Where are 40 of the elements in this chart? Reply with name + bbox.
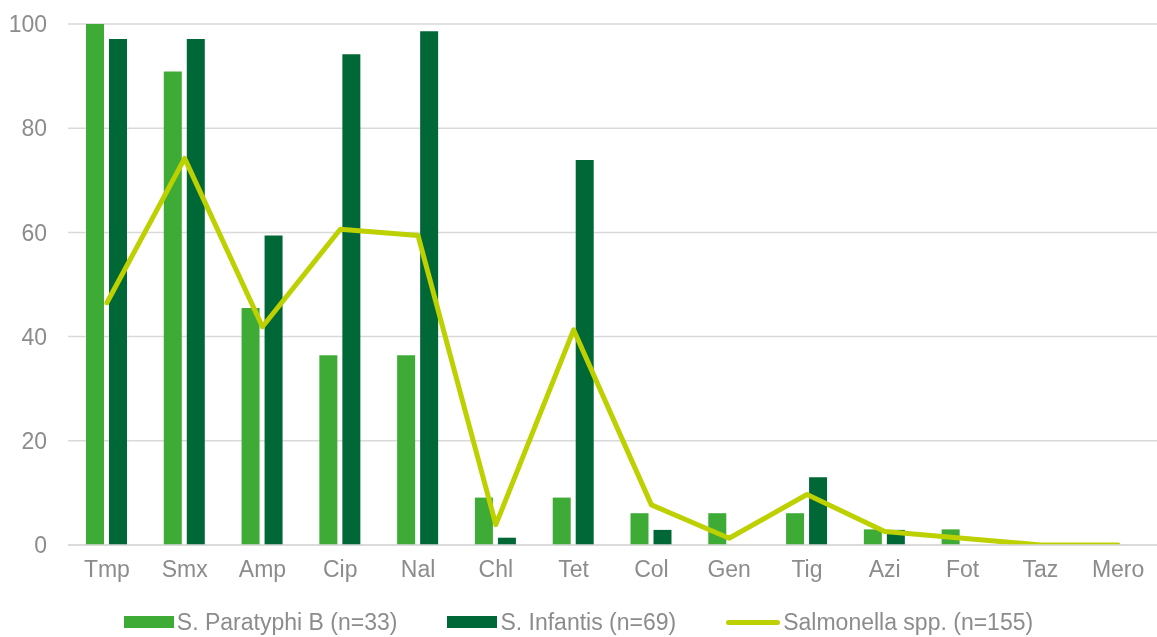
x-tick-label: Tig xyxy=(791,556,823,583)
x-tick-label: Tet xyxy=(558,556,590,583)
bar xyxy=(163,71,182,545)
y-tick-label: 80 xyxy=(21,115,47,142)
x-tick-label: Taz xyxy=(1022,556,1059,583)
x-tick-label: Col xyxy=(634,556,669,583)
bar xyxy=(786,513,805,545)
x-tick-label: Mero xyxy=(1091,556,1145,583)
legend-label: S. Infantis (n=69) xyxy=(500,608,677,636)
y-tick-label: 0 xyxy=(34,532,47,559)
bar xyxy=(264,235,283,545)
bar xyxy=(241,307,260,545)
bar xyxy=(342,54,361,545)
legend-label: S. Paratyphi B (n=33) xyxy=(176,608,398,636)
legend-label: Salmonella spp. (n=155) xyxy=(783,608,1034,636)
y-tick-label: 100 xyxy=(8,11,47,38)
bar xyxy=(863,529,882,545)
bar xyxy=(420,31,439,545)
x-tick-label: Chl xyxy=(478,556,514,583)
bar xyxy=(86,24,104,545)
bar xyxy=(552,497,571,545)
x-tick-label: Smx xyxy=(161,556,209,583)
x-tick-label: Azi xyxy=(868,556,901,583)
y-tick-label: 60 xyxy=(21,219,47,246)
bar xyxy=(575,159,594,545)
x-tick-label: Gen xyxy=(707,556,751,583)
bar xyxy=(319,355,338,545)
x-tick-label: Cip xyxy=(322,556,358,583)
y-tick-label: 20 xyxy=(21,427,47,454)
bar xyxy=(397,355,416,545)
bar xyxy=(186,39,205,545)
bar xyxy=(653,529,672,545)
bar xyxy=(109,39,127,545)
bar xyxy=(630,513,649,545)
y-tick-label: 40 xyxy=(21,323,47,350)
x-tick-label: Tmp xyxy=(83,556,130,583)
x-tick-label: Amp xyxy=(238,556,287,583)
x-tick-label: Nal xyxy=(400,556,436,583)
x-tick-label: Fot xyxy=(945,556,980,583)
bar xyxy=(809,477,828,545)
